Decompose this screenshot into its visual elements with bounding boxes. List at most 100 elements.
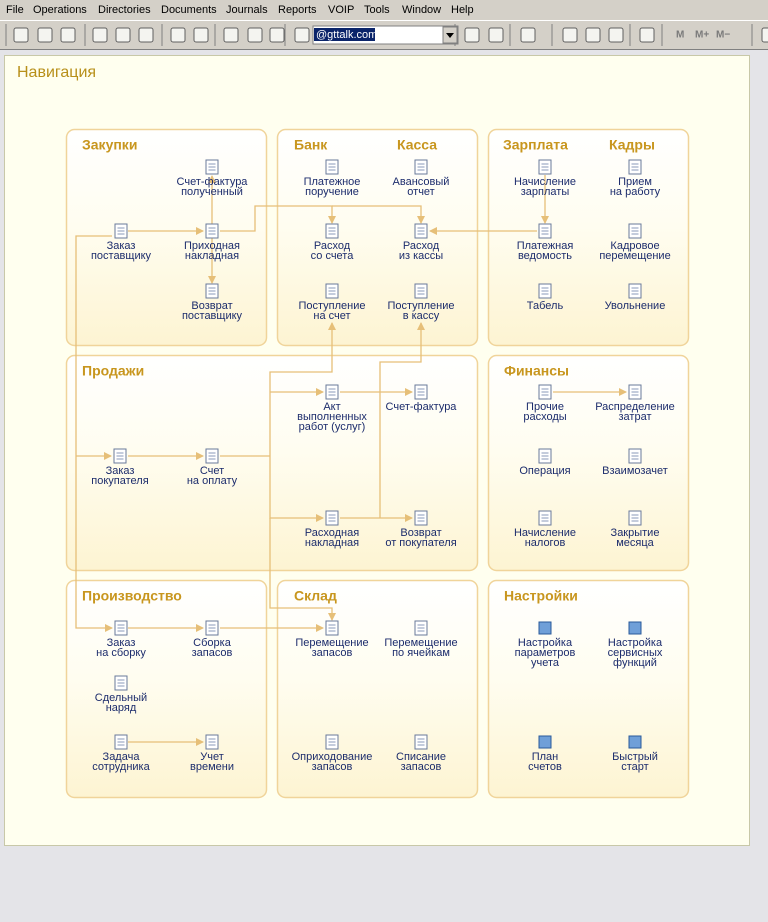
nav-item[interactable]: Счет-фактура xyxy=(386,384,458,413)
nav-item-label: из кассы xyxy=(399,250,443,262)
toolbar-button-text[interactable]: M xyxy=(676,30,684,41)
panel-title: Навигация xyxy=(17,64,96,81)
section-title: Склад xyxy=(294,588,337,604)
nav-item-label: поручение xyxy=(305,186,359,198)
menu-item[interactable]: Journals xyxy=(226,4,268,16)
toolbar-button[interactable] xyxy=(562,27,578,43)
combo-text: @gttalk.com xyxy=(316,29,377,41)
nav-item[interactable]: Увольнение xyxy=(605,283,666,312)
nav-item-label: Счет-фактура xyxy=(177,176,249,188)
toolbar-button[interactable] xyxy=(37,27,53,43)
nav-item-label: Быстрый xyxy=(612,751,658,763)
nav-item-label: Начисление xyxy=(514,527,576,539)
nav-item[interactable]: Операция xyxy=(519,448,571,477)
nav-item-label: расходы xyxy=(523,411,566,423)
menu-item[interactable]: Tools xyxy=(364,4,390,16)
toolbar-button[interactable] xyxy=(193,27,209,43)
toolbar-button[interactable] xyxy=(464,27,480,43)
menu-item[interactable]: Documents xyxy=(161,4,217,16)
menu-item[interactable]: Help xyxy=(451,4,474,16)
nav-item-label: на работу xyxy=(610,186,661,198)
nav-item[interactable]: Табель xyxy=(527,283,564,312)
nav-item-label: Счет xyxy=(200,465,224,477)
menu-item[interactable]: VOIP xyxy=(328,4,354,16)
toolbar-button[interactable] xyxy=(639,27,655,43)
toolbar-button[interactable] xyxy=(520,27,536,43)
nav-item[interactable]: Взаимозачет xyxy=(602,448,668,477)
toolbar-button[interactable] xyxy=(488,27,504,43)
toolbar-button[interactable] xyxy=(223,27,239,43)
menu-item[interactable]: File xyxy=(6,4,24,16)
toolbar-button[interactable] xyxy=(138,27,154,43)
section-box xyxy=(276,128,479,347)
menu-item[interactable]: Reports xyxy=(278,4,317,16)
toolbar-button[interactable] xyxy=(60,27,76,43)
toolbar-button[interactable] xyxy=(585,27,601,43)
toolbar-button[interactable] xyxy=(247,27,263,43)
nav-item-label: старт xyxy=(621,761,648,773)
nav-item-label: времени xyxy=(190,761,234,773)
menu-item[interactable]: Window xyxy=(402,4,441,16)
toolbar-button-text[interactable]: M+ xyxy=(695,30,709,41)
section-title: Производство xyxy=(82,588,182,604)
toolbar-button[interactable] xyxy=(761,27,768,43)
toolbar-button[interactable] xyxy=(115,27,131,43)
section-title: Финансы xyxy=(504,363,569,379)
nav-item-label: Авансовый xyxy=(393,176,450,188)
nav-item-label: Кадровое xyxy=(610,240,659,252)
toolbar-button[interactable] xyxy=(92,27,108,43)
toolbar-button[interactable] xyxy=(13,27,29,43)
nav-item-label: Сборка xyxy=(193,637,232,649)
nav-item-label: перемещение xyxy=(599,250,670,262)
nav-item-label: отчет xyxy=(407,186,434,198)
settings-icon xyxy=(628,735,642,749)
toolbar-button[interactable] xyxy=(170,27,186,43)
section-title: Настройки xyxy=(504,588,578,604)
toolbar-button[interactable] xyxy=(294,27,310,43)
nav-item-label: налогов xyxy=(525,537,566,549)
menu-item[interactable]: Directories xyxy=(98,4,151,16)
menu-item[interactable]: Operations xyxy=(33,4,87,16)
toolbar-button[interactable] xyxy=(608,27,624,43)
toolbar-button-text[interactable]: M− xyxy=(716,30,730,41)
toolbar-button[interactable] xyxy=(269,27,285,43)
section-title: Закупки xyxy=(82,137,137,153)
